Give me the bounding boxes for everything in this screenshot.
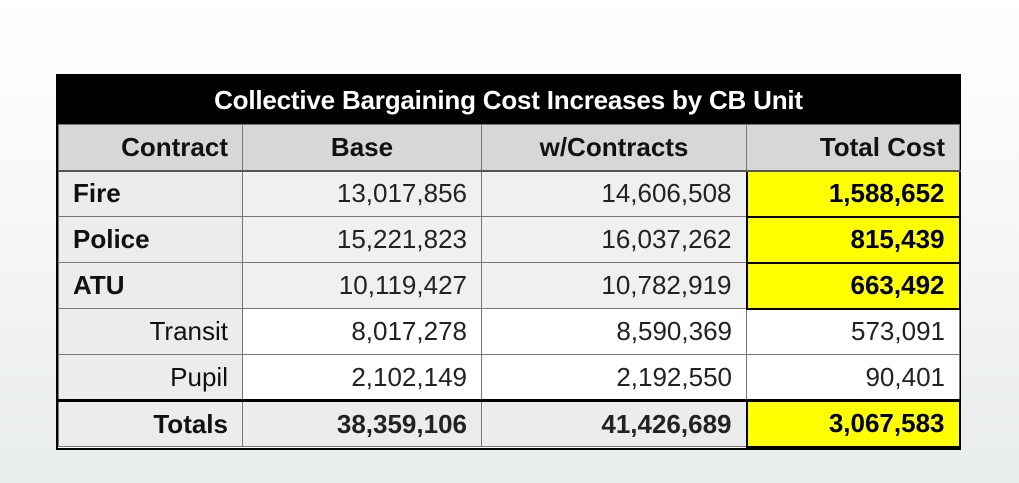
row-label-atu: ATU — [58, 262, 243, 309]
cell-total-cost: 573,091 — [746, 308, 960, 355]
header-contract: Contract — [58, 124, 243, 172]
table-row: Fire 13,017,856 14,606,508 1,588,652 — [58, 169, 961, 218]
header-total-cost: Total Cost — [746, 124, 960, 172]
table-title: Collective Bargaining Cost Increases by … — [58, 76, 959, 124]
totals-row: Totals 38,359,106 41,426,689 3,067,583 — [58, 399, 961, 448]
totals-label: Totals — [58, 399, 243, 447]
cell-with-contracts: 8,590,369 — [481, 308, 747, 355]
table-row: Pupil 2,102,149 2,192,550 90,401 — [58, 354, 960, 401]
totals-total-cost: 3,067,583 — [745, 399, 961, 448]
table-row: Police 15,221,823 16,037,262 815,439 — [58, 215, 961, 264]
cell-base: 15,221,823 — [242, 216, 482, 263]
cell-with-contracts: 16,037,262 — [481, 216, 747, 263]
cell-total-cost: 90,401 — [746, 354, 960, 401]
table-row: ATU 10,119,427 10,782,919 663,492 — [58, 261, 961, 310]
cell-total-cost: 815,439 — [745, 215, 961, 264]
cost-grid: Contract Base w/Contracts Total Cost Fir… — [58, 124, 961, 448]
totals-base: 38,359,106 — [242, 399, 482, 447]
cell-with-contracts: 2,192,550 — [481, 354, 747, 401]
row-label-fire: Fire — [58, 170, 243, 217]
cell-with-contracts: 10,782,919 — [481, 262, 747, 309]
cell-total-cost: 663,492 — [745, 261, 961, 310]
totals-with-contracts: 41,426,689 — [481, 399, 747, 447]
header-row: Contract Base w/Contracts Total Cost — [58, 124, 960, 172]
cell-with-contracts: 14,606,508 — [481, 170, 747, 217]
cost-table: Collective Bargaining Cost Increases by … — [56, 74, 961, 450]
row-label-transit: Transit — [58, 308, 243, 355]
row-label-pupil: Pupil — [58, 354, 243, 401]
cell-base: 13,017,856 — [242, 170, 482, 217]
cell-base: 2,102,149 — [242, 354, 482, 401]
cell-base: 10,119,427 — [242, 262, 482, 309]
table-row: Transit 8,017,278 8,590,369 573,091 — [58, 308, 960, 355]
row-label-police: Police — [58, 216, 243, 263]
cell-total-cost: 1,588,652 — [745, 169, 961, 218]
header-base: Base — [242, 124, 482, 172]
cell-base: 8,017,278 — [242, 308, 482, 355]
header-with-contracts: w/Contracts — [481, 124, 747, 172]
